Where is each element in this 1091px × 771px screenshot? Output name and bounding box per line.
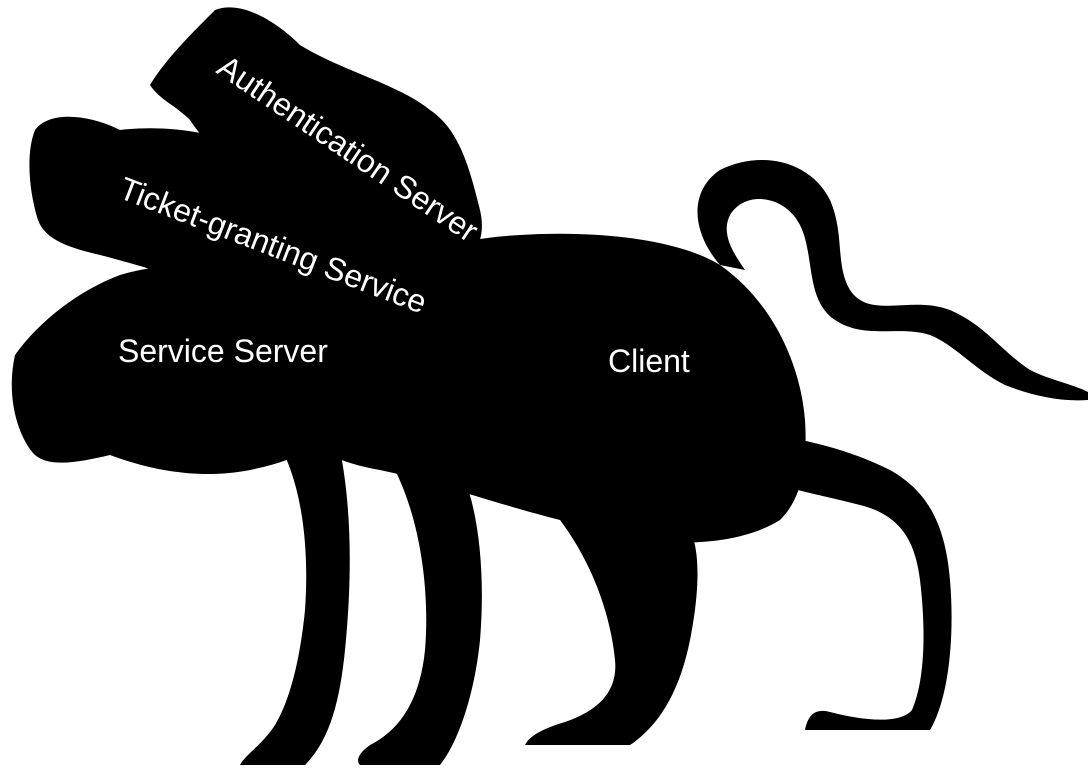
dog-head-bottom (11, 265, 346, 475)
dog-tail (697, 160, 1088, 401)
dog-leg-hind-right (690, 430, 952, 730)
three-headed-dog-silhouette-icon (11, 7, 1088, 765)
dog-leg-front-left (240, 430, 350, 765)
label-client: Client (608, 343, 690, 379)
dog-head-top (150, 7, 482, 271)
dog-leg-hind-left (525, 520, 698, 745)
label-service-server: Service Server (118, 333, 328, 369)
dog-leg-front-right (358, 470, 482, 765)
dog-head-middle (29, 116, 463, 323)
